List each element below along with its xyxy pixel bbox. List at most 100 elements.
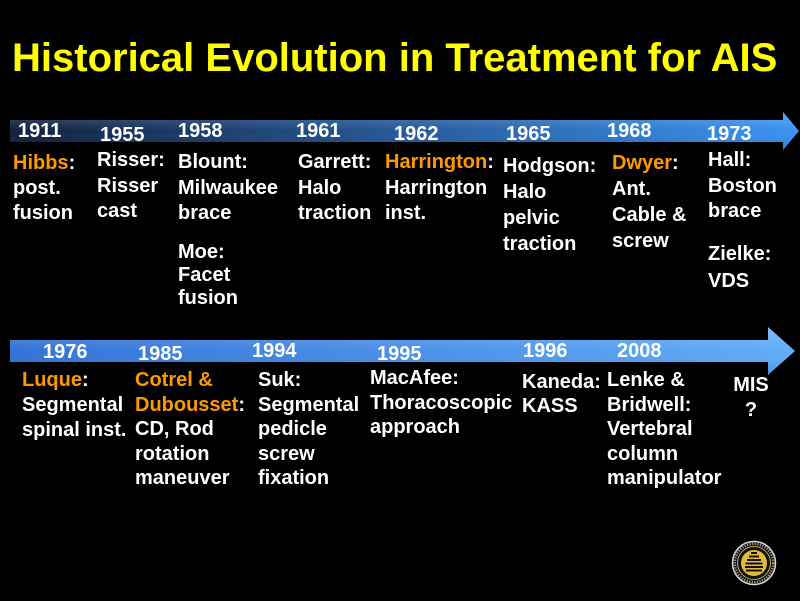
seal-emblem (741, 550, 767, 576)
milestone-garrett: Garrett: Halo traction (298, 150, 371, 227)
milestone-name: Bridwell: (607, 393, 692, 416)
name-suffix: : (82, 369, 89, 391)
milestone-name: Dubousset: (135, 393, 245, 418)
year-label-1995: 1995 (377, 343, 422, 365)
milestone-name: Luque: (22, 368, 126, 393)
name-suffix: : (238, 393, 246, 416)
milestone-detail-line: spinal inst. (22, 419, 127, 441)
milestone-risser: Risser: Risser cast (97, 148, 165, 225)
milestone-detail-line: approach (370, 416, 461, 438)
milestone-moe: Moe: Facet fusion (178, 241, 238, 310)
year-label-1911: 1911 (18, 120, 62, 142)
milestone-detail-line: Milwaukee (178, 176, 279, 199)
milestone-detail-line: maneuver (135, 467, 230, 489)
milestone-detail-line: cast (97, 200, 138, 222)
milestone-name: Zielke: (708, 243, 772, 265)
milestone-name: Kaneda: (522, 371, 601, 393)
milestone-detail-line: Harrington (385, 176, 488, 199)
milestone-detail-line: VDS (708, 270, 750, 292)
milestone-detail-line: fusion (178, 287, 238, 309)
year-label-1955: 1955 (100, 124, 145, 146)
milestone-detail-line: fusion (13, 202, 73, 224)
year-label-1994: 1994 (252, 340, 297, 362)
milestone-detail-line: ? (744, 399, 758, 421)
year-label-1958: 1958 (178, 120, 223, 142)
milestone-detail-line: inst. (385, 202, 427, 224)
milestone-detail-line: Cable & (612, 204, 687, 226)
innovator-name: Luque (22, 369, 82, 391)
innovator-name: Dubousset (135, 393, 239, 416)
timeline-arrow-bottom (10, 327, 795, 375)
year-label-1976: 1976 (43, 341, 88, 363)
milestone-luque: Luque: Segmental spinal inst. (22, 368, 126, 443)
milestone-lenke-bridwell: Lenke & Bridwell: Vertebral column manip… (607, 368, 721, 491)
milestone-detail-line: CD, Rod (135, 418, 214, 440)
milestone-detail-line: Thoracoscopic (370, 391, 513, 414)
year-label-1968: 1968 (607, 120, 652, 142)
milestone-hall: Hall: Boston brace (708, 148, 777, 225)
milestone-detail-line: fixation (258, 467, 330, 489)
milestone-detail-line: KASS (522, 395, 578, 417)
milestone-mis: MIS ? (730, 373, 772, 423)
timeline-arrow-top (10, 112, 799, 150)
milestone-detail-line: pelvic (503, 207, 560, 229)
name-suffix: : (68, 152, 76, 174)
milestone-name: Hall: (708, 149, 752, 171)
milestone-kaneda: Kaneda: KASS (522, 370, 601, 418)
milestone-name: Blount: (178, 151, 248, 173)
year-label-1965: 1965 (506, 123, 551, 145)
milestone-name: Hodgson: (503, 155, 597, 177)
year-label-2008: 2008 (617, 340, 662, 362)
milestone-name: Moe: (178, 241, 225, 263)
milestone-name: Lenke & (607, 369, 685, 391)
milestone-zielke: Zielke: VDS (708, 241, 771, 295)
milestone-name: Garrett: (298, 151, 372, 173)
innovator-name: Hibbs (13, 152, 69, 174)
innovator-name: Dwyer (612, 152, 673, 174)
innovator-name: Cotrel & (135, 369, 213, 391)
milestone-hibbs: Hibbs: post. fusion (13, 151, 75, 226)
milestone-detail-line: Halo (298, 176, 342, 199)
milestone-macafee: MacAfee: Thoracoscopic approach (370, 366, 512, 440)
milestone-detail-line: column (607, 442, 679, 465)
milestone-harrington: Harrington: Harrington inst. (385, 150, 494, 227)
year-label-1973: 1973 (707, 123, 752, 145)
milestone-name: MIS (733, 374, 769, 396)
milestone-blount: Blount: Milwaukee brace (178, 150, 278, 227)
year-label-1996: 1996 (523, 340, 568, 362)
milestone-name: MacAfee: (370, 367, 459, 389)
milestone-detail-line: Segmental (22, 394, 124, 416)
milestone-dwyer: Dwyer: Ant. Cable & screw (612, 150, 686, 254)
milestone-hodgson: Hodgson: Halo pelvic traction (503, 153, 596, 257)
society-logo-seal (731, 540, 777, 586)
milestone-detail-line: traction (298, 202, 372, 224)
milestone-detail-line: Risser (97, 174, 159, 197)
year-label-1961: 1961 (296, 120, 341, 142)
milestone-detail-line: traction (503, 233, 577, 255)
milestone-detail-line: Vertebral (607, 418, 693, 440)
milestone-detail-line: rotation (135, 442, 210, 465)
milestone-detail-line: Halo (503, 181, 547, 203)
milestone-detail-line: post. (13, 177, 61, 199)
milestone-name: Risser: (97, 149, 165, 171)
name-suffix: : (487, 151, 494, 173)
milestone-name: Harrington: (385, 150, 494, 176)
year-label-1985: 1985 (138, 343, 183, 365)
year-label-1962: 1962 (394, 123, 439, 145)
milestone-detail-line: screw (612, 230, 669, 252)
milestone-detail-line: brace (178, 202, 232, 224)
milestone-detail-line: manipulator (607, 467, 722, 489)
milestone-detail-line: brace (708, 200, 762, 222)
milestone-cotrel-dubousset: Cotrel & Dubousset: CD, Rod rotation man… (135, 368, 245, 491)
milestone-name: Hibbs: (13, 151, 75, 176)
slide-title: Historical Evolution in Treatment for AI… (12, 36, 778, 80)
milestone-name: Dwyer: (612, 150, 686, 176)
milestone-detail-line: Boston (708, 174, 777, 197)
milestone-name: Suk: (258, 369, 302, 391)
milestone-suk: Suk: Segmental pedicle screw fixation (258, 368, 359, 491)
milestone-detail-line: Segmental (258, 393, 360, 416)
milestone-detail-line: Facet (178, 264, 231, 286)
milestone-detail-line: screw (258, 442, 315, 465)
